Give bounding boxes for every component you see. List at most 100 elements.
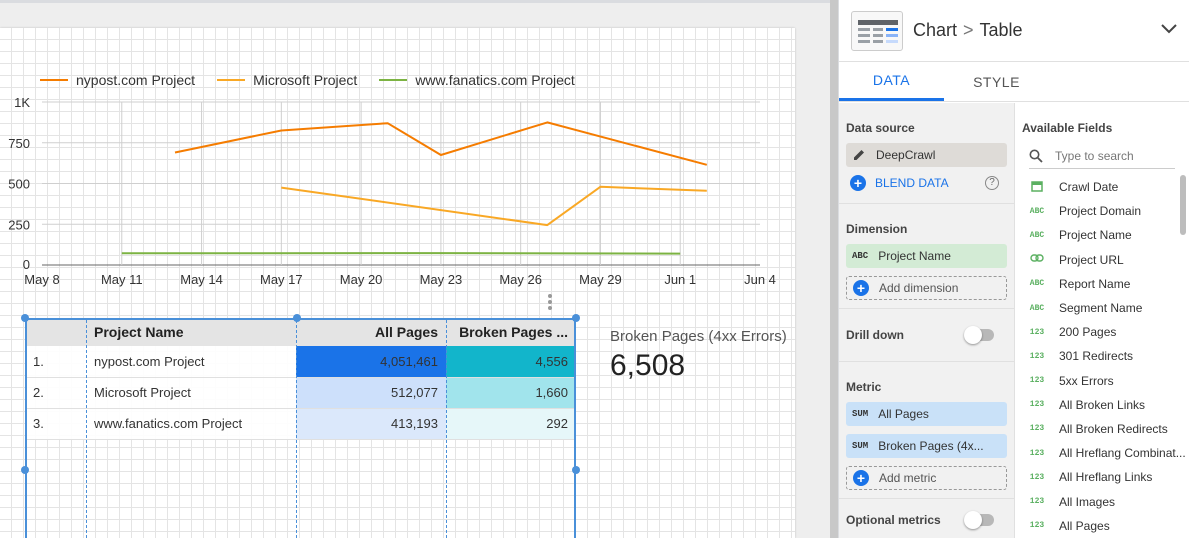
chevron-down-icon[interactable] xyxy=(1161,24,1177,34)
data-source-title: Data source xyxy=(846,121,915,135)
panel-splitter[interactable] xyxy=(830,0,838,538)
series-line-1[interactable] xyxy=(281,185,707,227)
resize-handle[interactable] xyxy=(572,314,580,322)
report-page[interactable] xyxy=(0,28,795,538)
data-source-chip[interactable]: DeepCrawl xyxy=(846,143,1007,167)
row-project-name: Microsoft Project xyxy=(86,377,296,409)
divider xyxy=(839,361,1014,362)
table-header-row: Project Name All Pages Broken Pages ... xyxy=(25,318,576,346)
add-dimension-button[interactable]: + Add dimension xyxy=(846,276,1007,300)
breadcrumb-separator: > xyxy=(963,20,974,40)
report-canvas: nypost.com Project Microsoft Project www… xyxy=(0,0,830,538)
y-tick-label: 250 xyxy=(8,217,30,232)
metric-chip-all-pages[interactable]: SUM All Pages xyxy=(846,402,1007,426)
search-icon xyxy=(1029,149,1043,163)
series-line-2[interactable] xyxy=(121,252,681,255)
field-item[interactable]: 123 200 Pages xyxy=(1015,320,1189,344)
resize-handle[interactable] xyxy=(293,314,301,322)
resize-handle[interactable] xyxy=(21,466,29,474)
optional-metrics-row: Optional metrics xyxy=(839,499,1014,538)
header-project-name[interactable]: Project Name xyxy=(86,318,296,346)
field-label: 5xx Errors xyxy=(1059,373,1114,388)
legend-item-fanatics[interactable]: www.fanatics.com Project xyxy=(379,72,575,88)
field-item[interactable]: 123 All Broken Redirects xyxy=(1015,417,1189,441)
plus-icon: + xyxy=(853,280,869,296)
field-item[interactable]: Project URL xyxy=(1015,248,1189,272)
field-item[interactable]: 123 All Broken Links xyxy=(1015,393,1189,417)
add-metric-label: Add metric xyxy=(879,471,937,485)
field-item[interactable]: 123 All Hreflang Combinat... xyxy=(1015,441,1189,465)
field-type-tag: 123 xyxy=(1029,424,1045,434)
table-row[interactable]: 3. www.fanatics.com Project 413,193 292 xyxy=(25,408,576,440)
field-search[interactable]: Type to search xyxy=(1029,143,1175,169)
field-item[interactable]: 123 5xx Errors xyxy=(1015,369,1189,393)
x-tick-label: May 11 xyxy=(101,272,143,287)
field-type-tag: 123 xyxy=(1029,497,1045,507)
x-tick-label: May 23 xyxy=(420,272,463,287)
field-label: Project Name xyxy=(1059,228,1132,243)
field-item[interactable]: 123 All Pages xyxy=(1015,514,1189,538)
x-tick-label: Jun 4 xyxy=(744,272,776,287)
scorecard[interactable]: Broken Pages (4xx Errors) 6,508 xyxy=(610,328,787,383)
breadcrumb-table[interactable]: Table xyxy=(979,20,1023,40)
drag-handle-icon[interactable] xyxy=(548,294,552,310)
pencil-icon[interactable] xyxy=(852,148,866,162)
metric-chip-broken-pages[interactable]: SUM Broken Pages (4x... xyxy=(846,434,1007,458)
dimension-title: Dimension xyxy=(846,222,908,236)
add-metric-button[interactable]: + Add metric xyxy=(846,466,1007,490)
field-search-input[interactable]: Type to search xyxy=(1055,148,1134,163)
header-broken-pages[interactable]: Broken Pages ... xyxy=(446,318,576,346)
field-item[interactable]: 123 All Hreflang Links xyxy=(1015,465,1189,489)
y-tick-label: 500 xyxy=(8,177,30,192)
field-item[interactable]: Crawl Date xyxy=(1015,175,1189,199)
fields-scrollbar[interactable] xyxy=(1180,175,1186,235)
x-tick-label: May 8 xyxy=(24,272,59,287)
field-item[interactable]: ABC Report Name xyxy=(1015,272,1189,296)
field-label: Project Domain xyxy=(1059,204,1142,219)
dimension-chip[interactable]: ABC Project Name xyxy=(846,244,1007,268)
scorecard-value: 6,508 xyxy=(610,349,686,382)
resize-handle[interactable] xyxy=(21,314,29,322)
field-label: All Broken Links xyxy=(1059,397,1146,412)
field-type-tag: 123 xyxy=(1029,472,1045,482)
field-label: Report Name xyxy=(1059,276,1131,291)
field-label: All Pages xyxy=(1059,518,1110,533)
legend-label: www.fanatics.com Project xyxy=(415,72,575,88)
optional-metrics-toggle[interactable] xyxy=(964,511,994,529)
field-item[interactable]: ABC Segment Name xyxy=(1015,296,1189,320)
help-icon[interactable]: ? xyxy=(985,176,999,190)
blend-data-button[interactable]: + BLEND DATA ? xyxy=(850,175,1007,191)
series-line-0[interactable] xyxy=(174,121,708,166)
calendar-icon xyxy=(1029,180,1045,195)
optional-metrics-label: Optional metrics xyxy=(846,513,941,527)
row-broken-pages: 4,556 xyxy=(446,346,576,378)
dimension-type-tag: ABC xyxy=(852,251,869,261)
divider xyxy=(839,203,1014,204)
legend-item-microsoft[interactable]: Microsoft Project xyxy=(217,72,357,88)
table-chart-icon[interactable] xyxy=(851,10,903,51)
legend-item-nypost[interactable]: nypost.com Project xyxy=(40,72,195,88)
field-item[interactable]: ABC Project Domain xyxy=(1015,199,1189,223)
properties-panel: Chart > Table DATA STYLE Data source Dee… xyxy=(838,0,1189,538)
metric-agg-tag: SUM xyxy=(852,409,869,419)
tab-data[interactable]: DATA xyxy=(839,62,944,101)
resize-handle[interactable] xyxy=(572,466,580,474)
breadcrumb-chart[interactable]: Chart xyxy=(913,20,958,40)
panel-tabs: DATA STYLE xyxy=(839,62,1189,102)
tab-style[interactable]: STYLE xyxy=(973,74,1020,90)
field-label: 200 Pages xyxy=(1059,325,1117,340)
data-table[interactable]: Project Name All Pages Broken Pages ... … xyxy=(25,318,576,538)
table-row[interactable]: 1. nypost.com Project 4,051,461 4,556 xyxy=(25,346,576,378)
header-all-pages[interactable]: All Pages xyxy=(296,318,446,346)
drill-down-toggle[interactable] xyxy=(964,326,994,344)
divider xyxy=(839,498,1014,499)
field-item[interactable]: ABC Project Name xyxy=(1015,223,1189,247)
table-row[interactable]: 2. Microsoft Project 512,077 1,660 xyxy=(25,377,576,409)
field-item[interactable]: 123 301 Redirects xyxy=(1015,344,1189,368)
row-broken-pages: 1,660 xyxy=(446,377,576,409)
field-item[interactable]: 123 All Images xyxy=(1015,489,1189,513)
field-type-tag: 123 xyxy=(1029,521,1045,531)
time-series-chart[interactable]: 0 250 500 750 1K May 8 May 11 May 14 May 17 May 2… xyxy=(0,92,795,292)
field-type-tag: 123 xyxy=(1029,400,1045,410)
